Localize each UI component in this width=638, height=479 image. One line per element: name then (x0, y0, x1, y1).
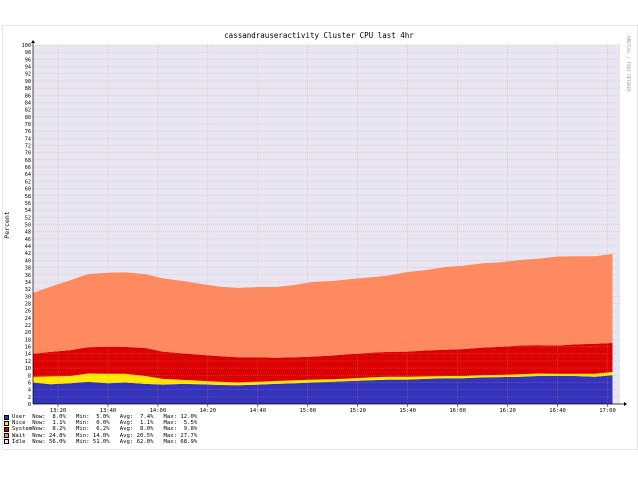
y-tick-label: 28 (25, 301, 31, 307)
x-tick-label: 17:00 (599, 408, 616, 414)
x-tick-label: 16:20 (499, 408, 516, 414)
x-tick-label: 16:40 (549, 408, 566, 414)
y-tick-label: 20 (25, 330, 31, 336)
y-tick-label: 62 (25, 179, 31, 185)
y-tick-label: 14 (25, 352, 31, 358)
legend-swatch (4, 439, 9, 445)
legend-text: Wait Now: 24.8% Min: 14.0% Avg: 20.5% Ma… (12, 432, 198, 439)
y-tick-label: 24 (25, 316, 31, 322)
y-tick-label: 86 (25, 93, 31, 99)
legend-swatch (4, 426, 9, 432)
chart-title: cassandrauseractivity Cluster CPU last 4… (224, 31, 414, 40)
y-tick-label: 2 (28, 395, 31, 401)
y-tick-label: 22 (25, 323, 31, 329)
legend-row-nice: Nice Now: 1.1% Min: 0.0% Avg: 1.1% Max: … (4, 420, 304, 426)
x-tick-label: 13:20 (50, 408, 67, 414)
legend-row-idle: Idle Now: 56.0% Min: 51.0% Avg: 62.0% Ma… (4, 439, 304, 445)
y-tick-label: 30 (25, 294, 31, 300)
y-tick-label: 64 (25, 172, 31, 178)
y-tick-label: 76 (25, 129, 31, 135)
y-tick-label: 78 (25, 122, 31, 128)
y-tick-label: 94 (25, 65, 31, 71)
x-tick-label: 15:40 (399, 408, 416, 414)
legend-swatch (4, 414, 9, 420)
y-tick-label: 12 (25, 359, 31, 365)
y-tick-label: 82 (25, 108, 31, 114)
y-tick-label: 42 (25, 251, 31, 257)
y-tick-label: 60 (25, 187, 31, 193)
y-tick-label: 44 (25, 244, 31, 250)
y-tick-label: 18 (25, 337, 31, 343)
y-tick-label: 54 (25, 208, 31, 214)
y-tick-label: 36 (25, 273, 31, 279)
y-tick-label: 98 (25, 50, 31, 56)
x-tick-label: 15:20 (349, 408, 366, 414)
y-tick-label: 0 (28, 402, 31, 408)
series-area-systemnow (33, 343, 613, 383)
y-tick-label: 92 (25, 72, 31, 78)
y-axis-arrow (31, 40, 35, 43)
watermark-text: RRDTOOL / TOBI OETIKER (626, 36, 631, 92)
y-tick-label: 38 (25, 266, 31, 272)
y-tick-label: 74 (25, 136, 31, 142)
y-tick-label: 8 (28, 373, 31, 379)
y-tick-label: 56 (25, 201, 31, 207)
y-tick-label: 66 (25, 165, 31, 171)
x-tick-label: 15:00 (299, 408, 316, 414)
y-tick-label: 32 (25, 287, 31, 293)
y-tick-label: 96 (25, 57, 31, 63)
y-tick-label: 70 (25, 151, 31, 157)
x-tick-label: 14:00 (150, 408, 167, 414)
y-tick-label: 6 (28, 380, 31, 386)
y-tick-label: 72 (25, 144, 31, 150)
legend-swatch (4, 420, 9, 426)
series-area-idle (33, 45, 613, 293)
legend-row-user: User Now: 8.0% Min: 5.0% Avg: 7.4% Max: … (4, 414, 304, 420)
y-tick-label: 50 (25, 223, 31, 229)
y-tick-label: 48 (25, 230, 31, 236)
y-tick-label: 58 (25, 194, 31, 200)
y-tick-label: 26 (25, 309, 31, 315)
y-tick-label: 10 (25, 366, 31, 372)
y-tick-label: 100 (22, 43, 31, 49)
chart-legend: User Now: 8.0% Min: 5.0% Avg: 7.4% Max: … (4, 414, 304, 445)
y-tick-label: 84 (25, 100, 31, 106)
y-tick-label: 52 (25, 215, 31, 221)
y-tick-label: 40 (25, 258, 31, 264)
series-area-wait (33, 253, 613, 358)
legend-text: Nice Now: 1.1% Min: 0.0% Avg: 1.1% Max: … (12, 420, 198, 427)
x-tick-label: 14:40 (250, 408, 267, 414)
y-tick-label: 34 (25, 280, 31, 286)
y-tick-label: 90 (25, 79, 31, 85)
y-tick-label: 80 (25, 115, 31, 121)
y-tick-label: 68 (25, 158, 31, 164)
legend-row-systemnow: SystemNow: 8.2% Min: 6.2% Avg: 8.0% Max:… (4, 426, 304, 432)
y-axis-label: Percent (3, 211, 11, 238)
legend-text: SystemNow: 8.2% Min: 6.2% Avg: 8.0% Max:… (12, 426, 198, 433)
x-axis-arrow (624, 402, 627, 406)
series-area-nice (33, 372, 613, 386)
legend-row-wait: Wait Now: 24.8% Min: 14.0% Avg: 20.5% Ma… (4, 433, 304, 439)
legend-text: Idle Now: 56.0% Min: 51.0% Avg: 62.0% Ma… (12, 438, 198, 445)
y-tick-label: 88 (25, 86, 31, 92)
x-tick-label: 16:00 (449, 408, 466, 414)
legend-text: User Now: 8.0% Min: 5.0% Avg: 7.4% Max: … (12, 414, 198, 420)
legend-swatch (4, 433, 9, 439)
x-tick-label: 13:40 (100, 408, 117, 414)
y-tick-label: 4 (28, 388, 31, 394)
y-tick-label: 16 (25, 345, 31, 351)
x-tick-label: 14:20 (200, 408, 217, 414)
y-tick-label: 46 (25, 237, 31, 243)
